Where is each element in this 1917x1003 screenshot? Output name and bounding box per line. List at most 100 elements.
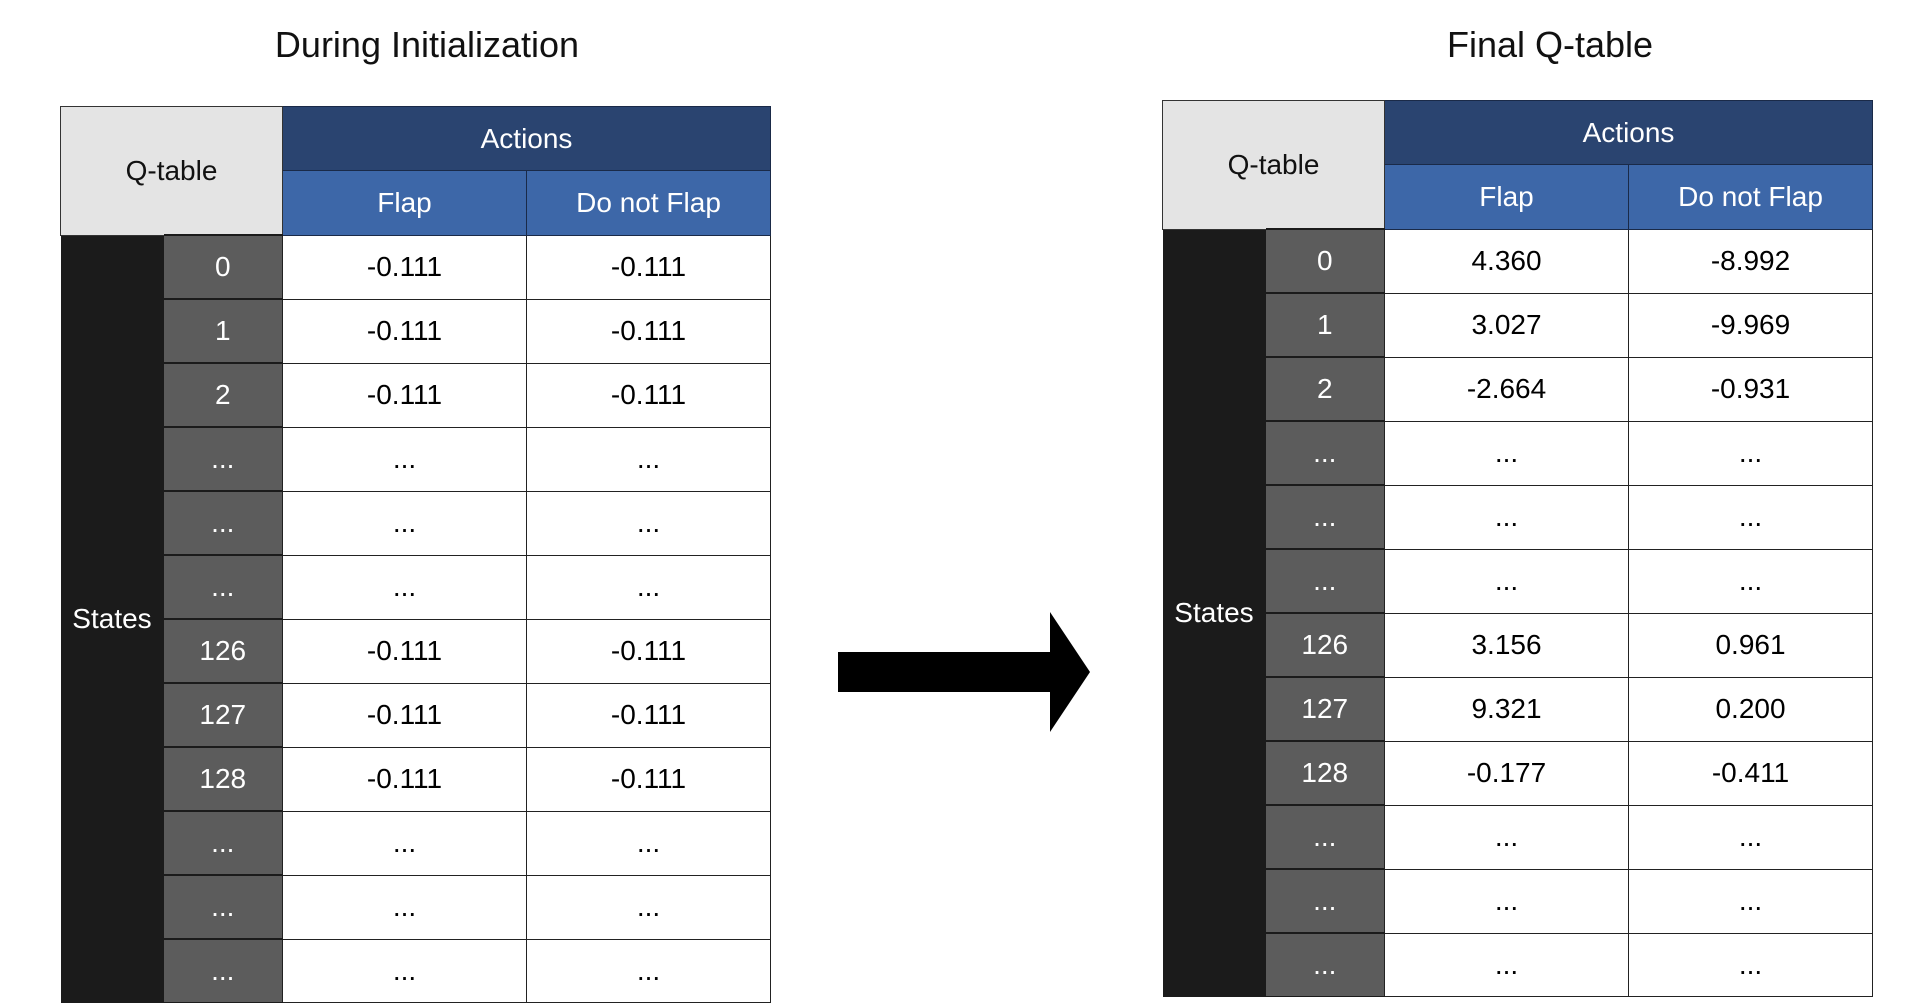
- do-not-flap-value-cell: -0.411: [1628, 740, 1874, 806]
- do-not-flap-value-cell: ...: [526, 938, 772, 1003]
- flap-value-cell: 4.360: [1384, 228, 1630, 294]
- do-not-flap-value-cell: -0.111: [526, 362, 772, 428]
- table-row: 126 -0.111 -0.111: [61, 618, 772, 684]
- state-index-cell: 2: [1265, 356, 1385, 422]
- state-index-cell: ...: [163, 938, 283, 1003]
- state-index-cell: ...: [163, 874, 283, 940]
- state-index-cell: 126: [163, 618, 283, 684]
- table-row: .........: [1163, 548, 1874, 614]
- state-index-cell: ...: [1265, 932, 1385, 997]
- do-not-flap-value-cell: -0.111: [526, 298, 772, 364]
- do-not-flap-column-header: Do not Flap: [1628, 164, 1874, 230]
- flap-value-cell: ...: [1384, 804, 1630, 870]
- table-row: 1 3.027 -9.969: [1163, 292, 1874, 358]
- table-row: .........: [1163, 932, 1874, 997]
- do-not-flap-value-cell: ...: [526, 490, 772, 556]
- do-not-flap-value-cell: 0.961: [1628, 612, 1874, 678]
- flap-value-cell: ...: [1384, 548, 1630, 614]
- states-label: States: [60, 235, 164, 1003]
- do-not-flap-value-cell: ...: [1628, 484, 1874, 550]
- table-row: .........: [1163, 420, 1874, 486]
- table-row: States 0 -0.111 -0.111: [60, 234, 772, 1003]
- table-row: .........: [1163, 804, 1874, 870]
- do-not-flap-value-cell: -0.111: [526, 746, 772, 812]
- state-index-cell: ...: [1265, 868, 1385, 934]
- flap-value-cell: ...: [1384, 868, 1630, 934]
- flap-value-cell: ...: [282, 554, 528, 620]
- right-title: Final Q-table: [1446, 24, 1654, 65]
- state-index-cell: 128: [163, 746, 283, 812]
- flap-column-header: Flap: [282, 170, 528, 236]
- q-table-corner-label: Q-table: [59, 106, 284, 236]
- table-row: .........: [61, 874, 772, 940]
- state-index-cell: 0: [1265, 228, 1385, 294]
- flap-value-cell: ...: [282, 810, 528, 876]
- actions-header: Actions: [1384, 99, 1874, 166]
- flap-value-cell: ...: [282, 938, 528, 1003]
- table-row: 127 9.321 0.200: [1163, 676, 1874, 742]
- flap-value-cell: ...: [1384, 932, 1630, 997]
- state-index-cell: 127: [163, 682, 283, 748]
- initial-q-table: Q-table Actions Flap Do not Flap States 0…: [59, 105, 772, 1003]
- flap-value-cell: ...: [1384, 484, 1630, 550]
- q-table-corner-label: Q-table: [1161, 100, 1386, 230]
- flap-value-cell: -0.111: [282, 618, 528, 684]
- flap-value-cell: 9.321: [1384, 676, 1630, 742]
- do-not-flap-value-cell: ...: [526, 810, 772, 876]
- state-index-cell: ...: [1265, 548, 1385, 614]
- right-arrow-icon: [838, 612, 1090, 732]
- table-row: .........: [1163, 484, 1874, 550]
- state-index-cell: ...: [1265, 804, 1385, 870]
- state-index-cell: ...: [163, 810, 283, 876]
- state-index-cell: 127: [1265, 676, 1385, 742]
- do-not-flap-value-cell: ...: [1628, 804, 1874, 870]
- flap-value-cell: -0.111: [282, 298, 528, 364]
- state-index-cell: ...: [1265, 420, 1385, 486]
- state-index-cell: 1: [163, 298, 283, 364]
- table-row: 2 -0.111 -0.111: [61, 362, 772, 428]
- do-not-flap-column-header: Do not Flap: [526, 170, 772, 236]
- flap-value-cell: ...: [282, 490, 528, 556]
- state-index-cell: 128: [1265, 740, 1385, 806]
- do-not-flap-value-cell: ...: [1628, 420, 1874, 486]
- actions-header: Actions: [282, 105, 772, 172]
- table-row: 127 -0.111 -0.111: [61, 682, 772, 748]
- do-not-flap-value-cell: -0.111: [526, 682, 772, 748]
- flap-value-cell: -0.177: [1384, 740, 1630, 806]
- flap-value-cell: -0.111: [282, 362, 528, 428]
- state-index-cell: 2: [163, 362, 283, 428]
- flap-value-cell: ...: [282, 874, 528, 940]
- flap-value-cell: -0.111: [282, 234, 528, 300]
- states-label: States: [1162, 229, 1266, 997]
- table-row: .........: [61, 554, 772, 620]
- state-index-cell: ...: [163, 490, 283, 556]
- table-row: 1 -0.111 -0.111: [61, 298, 772, 364]
- table-row: 128 -0.177 -0.411: [1163, 740, 1874, 806]
- do-not-flap-value-cell: ...: [1628, 932, 1874, 997]
- flap-value-cell: ...: [282, 426, 528, 492]
- table-row: .........: [61, 938, 772, 1003]
- table-row: .........: [61, 810, 772, 876]
- state-index-cell: ...: [1265, 484, 1385, 550]
- do-not-flap-value-cell: 0.200: [1628, 676, 1874, 742]
- state-index-cell: 1: [1265, 292, 1385, 358]
- flap-value-cell: 3.027: [1384, 292, 1630, 358]
- do-not-flap-value-cell: -0.931: [1628, 356, 1874, 422]
- final-q-table: Q-table Actions Flap Do not Flap States 0…: [1161, 99, 1874, 997]
- do-not-flap-value-cell: ...: [1628, 868, 1874, 934]
- flap-value-cell: -0.111: [282, 746, 528, 812]
- flap-value-cell: ...: [1384, 420, 1630, 486]
- do-not-flap-value-cell: ...: [526, 426, 772, 492]
- state-index-cell: 126: [1265, 612, 1385, 678]
- table-row: .........: [61, 426, 772, 492]
- table-row: 128 -0.111 -0.111: [61, 746, 772, 812]
- state-index-cell: ...: [163, 554, 283, 620]
- table-row: 126 3.156 0.961: [1163, 612, 1874, 678]
- do-not-flap-value-cell: -0.111: [526, 234, 772, 300]
- flap-value-cell: -0.111: [282, 682, 528, 748]
- table-row: States 0 4.360 -8.992: [1162, 228, 1874, 997]
- do-not-flap-value-cell: ...: [1628, 548, 1874, 614]
- flap-value-cell: 3.156: [1384, 612, 1630, 678]
- table-row: .........: [1163, 868, 1874, 934]
- table-row: .........: [61, 490, 772, 556]
